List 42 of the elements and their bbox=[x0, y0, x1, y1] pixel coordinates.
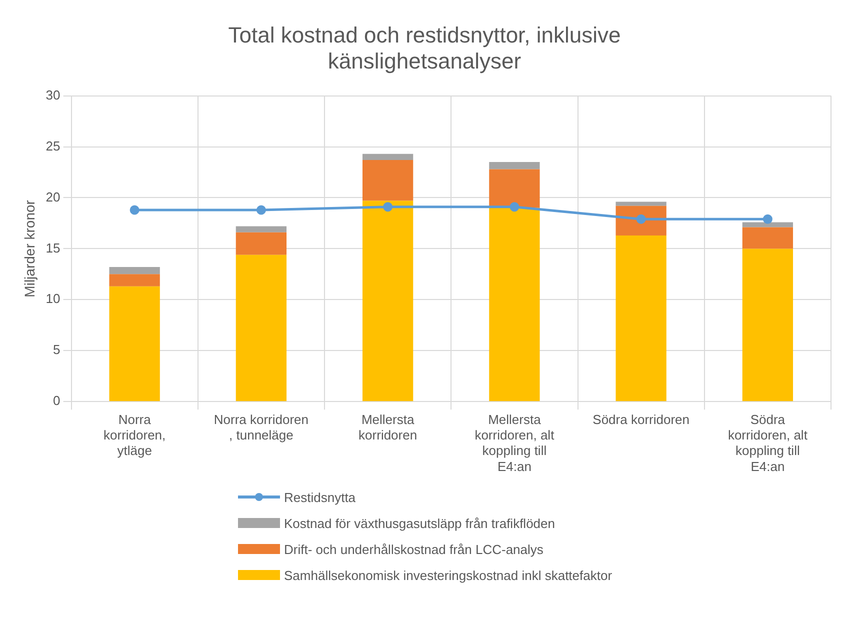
y-tick-label: 20 bbox=[46, 189, 60, 204]
legend-label: Restidsnytta bbox=[284, 490, 356, 504]
point bbox=[636, 214, 646, 224]
y-tick-label: 15 bbox=[46, 240, 60, 256]
chart-title: Total kostnad och restidsnyttor, inklusive känslighetsanalyser bbox=[228, 22, 621, 74]
y-tick-label: 0 bbox=[53, 393, 60, 408]
bar bbox=[236, 254, 287, 402]
bar bbox=[742, 222, 794, 228]
y-axis-title: Miljarder kronor bbox=[21, 200, 38, 298]
bar bbox=[616, 202, 666, 206]
bar bbox=[109, 267, 160, 274]
x-tick-label: Norra korridoren, ytläge bbox=[104, 412, 166, 458]
bar bbox=[236, 232, 287, 255]
point bbox=[256, 205, 266, 215]
bar bbox=[236, 226, 287, 232]
x-tick-label: Södra korridoren, alt koppling till E4:an bbox=[728, 412, 808, 474]
x-tick-label: Mellersta korridoren, alt koppling till E4:an bbox=[474, 412, 555, 474]
y-tick-label: 25 bbox=[46, 138, 60, 154]
x-tick-label: Södra korridoren bbox=[592, 412, 690, 427]
point bbox=[762, 214, 772, 224]
y-tick-label: 5 bbox=[53, 342, 60, 358]
bar bbox=[742, 248, 794, 402]
point bbox=[130, 205, 140, 215]
y-tick-label: 30 bbox=[46, 87, 60, 102]
bar bbox=[742, 227, 794, 249]
legend-label: Samhällsekonomisk investeringskostnad inkl skattefaktor bbox=[284, 568, 612, 582]
bar bbox=[362, 200, 414, 402]
x-tick-label: Mellersta korridoren bbox=[358, 412, 418, 443]
bar bbox=[489, 208, 540, 402]
bar bbox=[362, 160, 414, 201]
bar bbox=[109, 274, 160, 286]
bar bbox=[362, 154, 414, 160]
point bbox=[383, 202, 393, 212]
bar bbox=[109, 286, 160, 402]
point bbox=[510, 202, 520, 212]
bar bbox=[489, 162, 540, 170]
y-tick-label: 10 bbox=[46, 291, 60, 306]
x-tick-label: Norra korridoren , tunneläge bbox=[214, 412, 309, 443]
legend-label: Kostnad för växthusgasutsläpp från trafikflöden bbox=[284, 516, 555, 530]
legend-label: Drift- och underhållskostnad från LCC-analys bbox=[284, 542, 544, 556]
bar bbox=[616, 235, 666, 402]
bar bbox=[489, 169, 540, 208]
